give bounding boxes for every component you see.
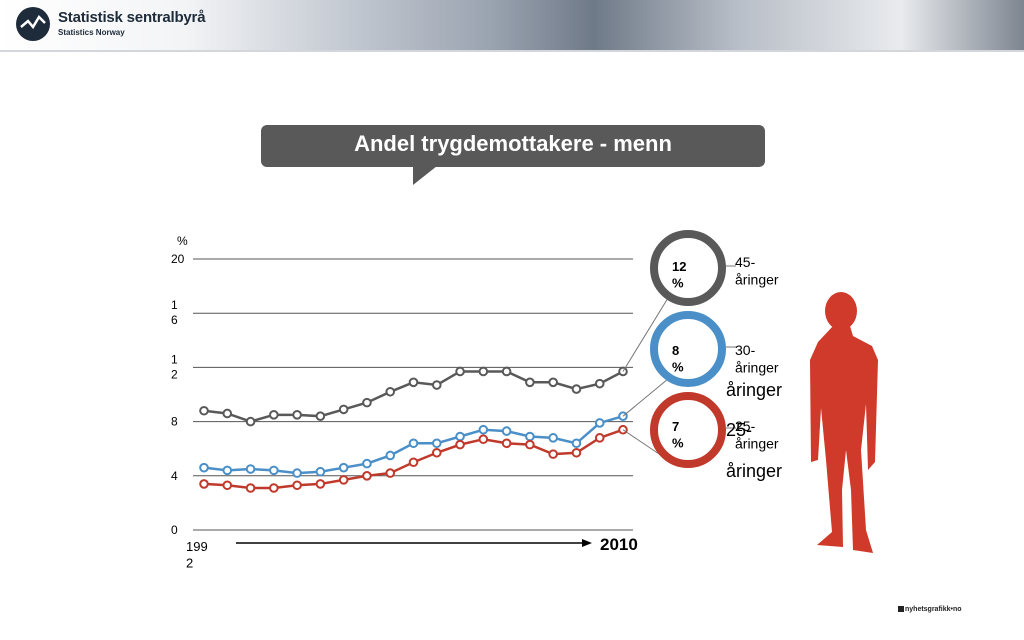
data-point (269, 465, 279, 476)
timeline-arrowhead (582, 539, 592, 547)
overlay-label: 25- (726, 420, 752, 440)
data-point (618, 366, 628, 377)
data-point (199, 462, 209, 473)
data-point (501, 426, 512, 436)
leader-line (622, 297, 669, 372)
title-pointer (413, 166, 437, 185)
data-point (338, 475, 349, 485)
data-point (385, 386, 396, 397)
data-point (571, 447, 582, 458)
org-subtitle: Statistics Norway (58, 28, 125, 37)
data-point (292, 468, 302, 478)
ssb-logo-icon (16, 7, 50, 41)
data-point (292, 410, 302, 420)
data-point (548, 449, 558, 459)
data-point (199, 405, 209, 416)
chart-title-box: Andel trygdemottakere - menn (261, 125, 765, 167)
data-point (315, 411, 326, 421)
badge-value: 12% (672, 259, 686, 290)
series-label: 45-åringer (735, 254, 779, 288)
chart-title: Andel trygdemottakere - menn (354, 131, 672, 156)
data-point (315, 479, 326, 489)
data-point (385, 450, 396, 461)
data-point (571, 384, 582, 394)
data-point (222, 465, 233, 476)
badge-value: 8% (672, 343, 684, 374)
data-point (222, 480, 233, 491)
data-point (222, 408, 233, 419)
y-tick-label: 8 (171, 415, 178, 429)
data-point (269, 410, 279, 420)
man-figure-icon (810, 292, 878, 553)
data-point (245, 416, 256, 427)
data-point (408, 377, 419, 388)
data-point (478, 366, 489, 377)
y-tick-label: 0 (171, 523, 178, 537)
y-unit-label: % (177, 234, 188, 248)
y-tick-label: 20 (171, 252, 185, 266)
data-point (548, 377, 558, 388)
data-point (245, 483, 256, 493)
data-point (338, 404, 349, 415)
data-point (501, 366, 512, 377)
footer-credit-text: nyhetsgrafikk•no (905, 606, 962, 613)
data-point (408, 457, 419, 468)
data-point (408, 438, 419, 449)
data-point (385, 468, 396, 478)
data-point (338, 462, 349, 473)
data-point (594, 418, 605, 428)
data-point (455, 439, 465, 450)
data-point (594, 433, 605, 443)
data-point (594, 378, 605, 389)
data-point (501, 438, 512, 449)
data-point (431, 380, 442, 390)
data-point (525, 377, 535, 388)
data-point (362, 471, 372, 481)
data-point (455, 366, 465, 377)
leader-line (622, 378, 669, 417)
value-badge (650, 392, 726, 468)
data-point (571, 438, 582, 449)
overlay-label: åringer (726, 461, 782, 481)
x-end-label: 2010 (600, 535, 638, 554)
data-point (315, 466, 326, 477)
data-point (548, 433, 558, 443)
footer-logo-icon (898, 606, 904, 612)
data-point (292, 480, 302, 491)
data-point (199, 479, 209, 489)
series-label: 25-åringer (735, 418, 779, 452)
data-point (525, 439, 535, 450)
data-point (478, 424, 489, 435)
data-point (455, 431, 465, 442)
overlay-label: åringer (726, 380, 782, 400)
data-point (525, 431, 535, 442)
y-tick-label: 4 (171, 469, 178, 483)
badge-value: 7% (672, 419, 684, 450)
data-point (431, 438, 442, 449)
data-point (478, 434, 489, 445)
data-point (269, 483, 279, 493)
data-point (362, 397, 372, 408)
banner-divider (0, 50, 1024, 52)
value-badge (650, 311, 726, 387)
value-badge (650, 230, 726, 306)
header-banner: Statistisk sentralbyrå Statistics Norway (0, 0, 1024, 50)
series-label: 30-åringer (735, 342, 779, 376)
data-point (431, 447, 442, 458)
data-point (362, 458, 372, 469)
x-start-tick: 199 2 (186, 539, 208, 570)
logo-wave-icon (20, 14, 46, 30)
footer-credit: nyhetsgrafikk•no (898, 606, 962, 613)
org-name: Statistisk sentralbyrå (58, 9, 206, 26)
data-point (245, 464, 256, 474)
